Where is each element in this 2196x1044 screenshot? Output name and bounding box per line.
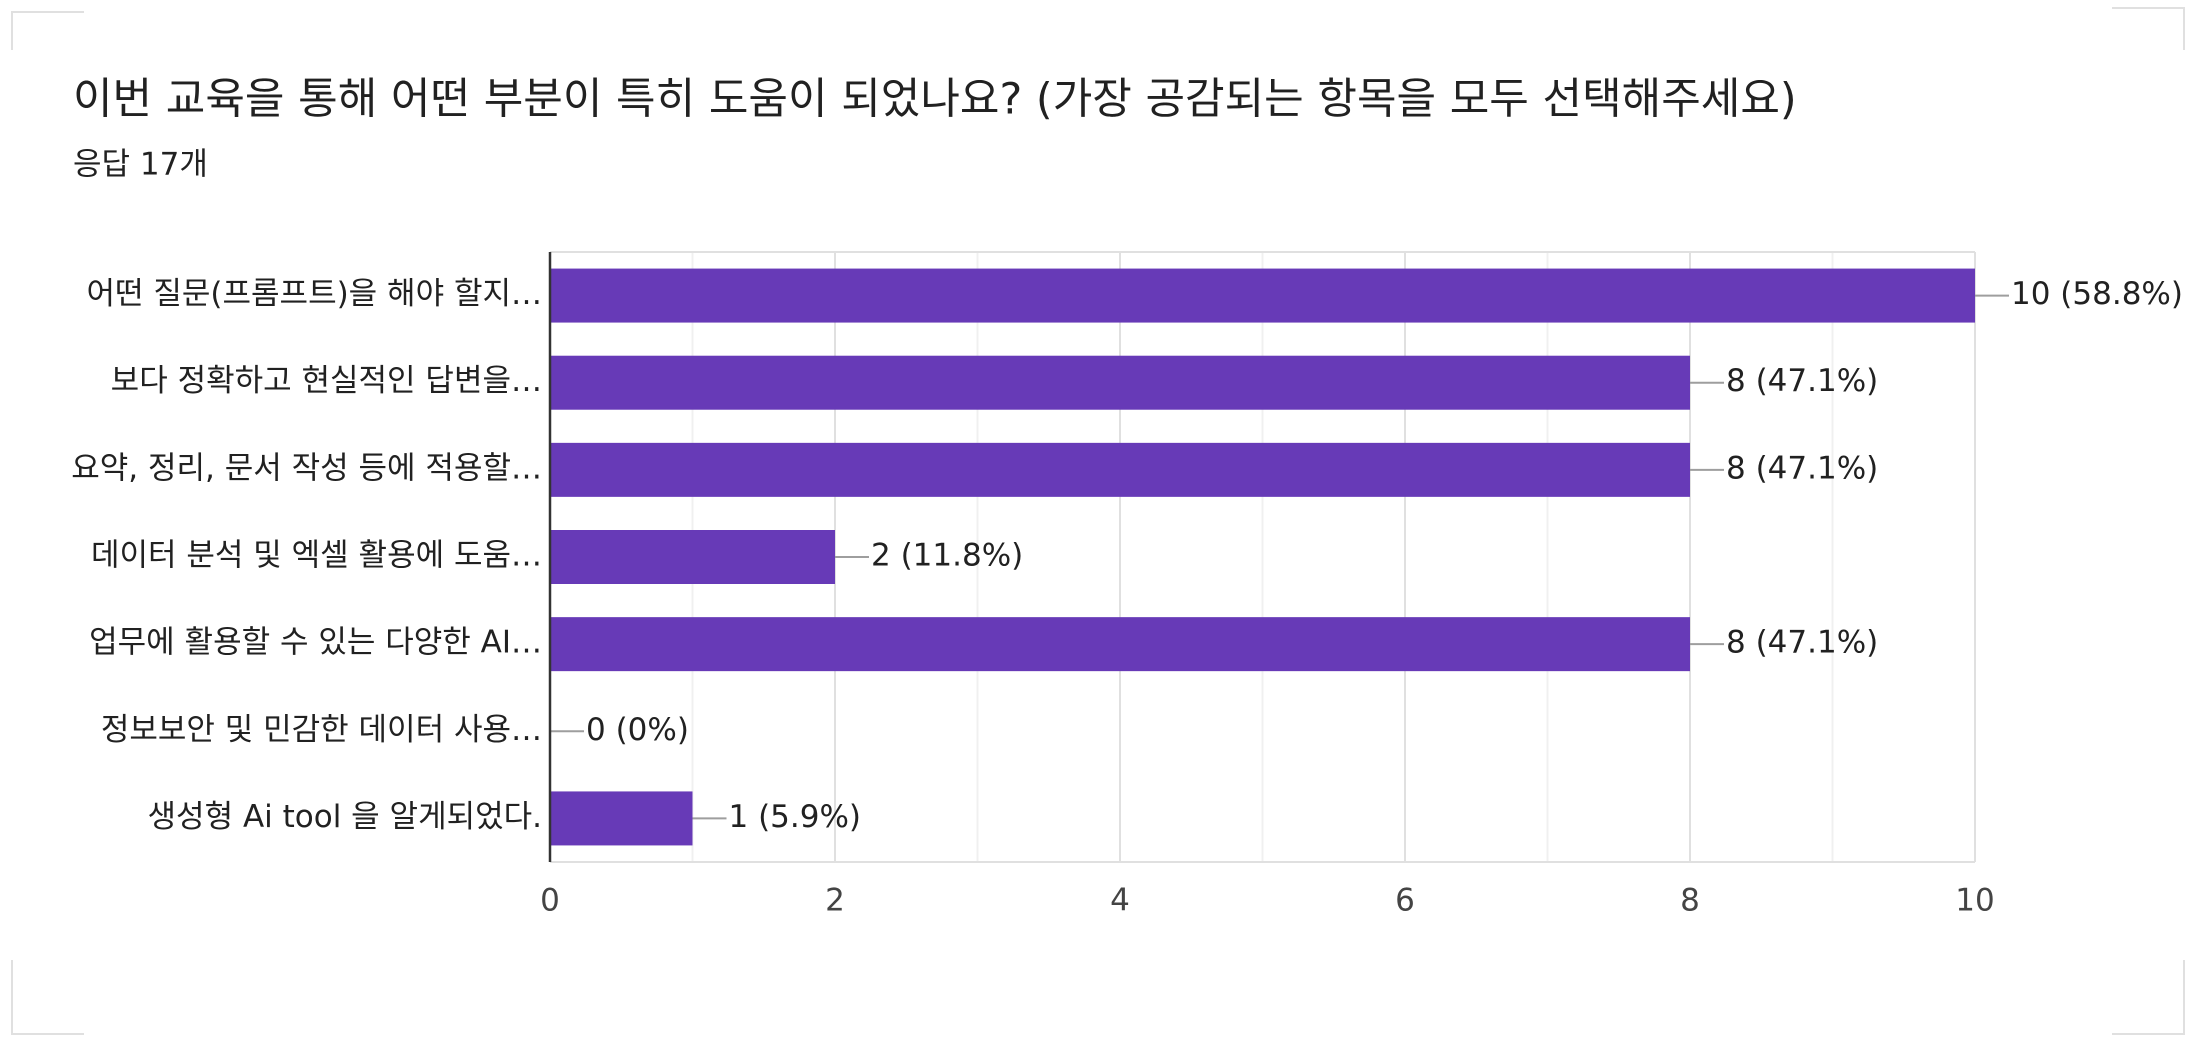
x-tick-label: 6 (1395, 883, 1415, 919)
y-tick-label: 데이터 분석 및 엑셀 활용에 도움… (91, 538, 542, 574)
x-tick-label: 0 (540, 883, 560, 919)
y-tick-label: 업무에 활용할 수 있는 다양한 AI… (89, 625, 542, 661)
corner (11, 11, 84, 50)
chart-title: 이번 교육을 통해 어떤 부분이 특히 도움이 되었나요? (가장 공감되는 항… (73, 75, 1797, 125)
value-label: 10 (58.8%) (2011, 276, 2183, 312)
x-tick-label: 10 (1955, 883, 1994, 919)
value-label: 8 (47.1%) (1726, 363, 1878, 399)
corner (2112, 960, 2185, 1035)
x-tick-label: 8 (1680, 883, 1700, 919)
corner (2112, 7, 2185, 50)
bar (550, 791, 693, 846)
bar (550, 530, 835, 584)
x-tick-label: 2 (825, 883, 845, 919)
value-label: 1 (5.9%) (729, 799, 862, 835)
y-tick-label: 보다 정확하고 현실적인 답변을… (111, 363, 542, 399)
value-label: 0 (0%) (586, 712, 689, 748)
bar (550, 268, 1975, 323)
value-label: 8 (47.1%) (1726, 450, 1878, 486)
y-tick-label: 정보보안 및 민감한 데이터 사용… (101, 712, 542, 748)
value-label: 2 (11.8%) (871, 538, 1023, 574)
y-tick-label: 생성형 Ai tool 을 알게되었다. (148, 799, 542, 835)
value-label: 8 (47.1%) (1726, 625, 1878, 661)
bar (550, 355, 1690, 410)
y-tick-label: 어떤 질문(프롬프트)을 해야 할지… (86, 276, 542, 312)
bar (550, 442, 1690, 497)
bar (550, 617, 1690, 672)
chart-subtitle: 응답 17개 (73, 147, 208, 183)
x-tick-label: 4 (1110, 883, 1130, 919)
corner (11, 960, 84, 1035)
y-tick-label: 요약, 정리, 문서 작성 등에 적용할… (71, 450, 542, 486)
card-corners (11, 7, 2185, 1035)
